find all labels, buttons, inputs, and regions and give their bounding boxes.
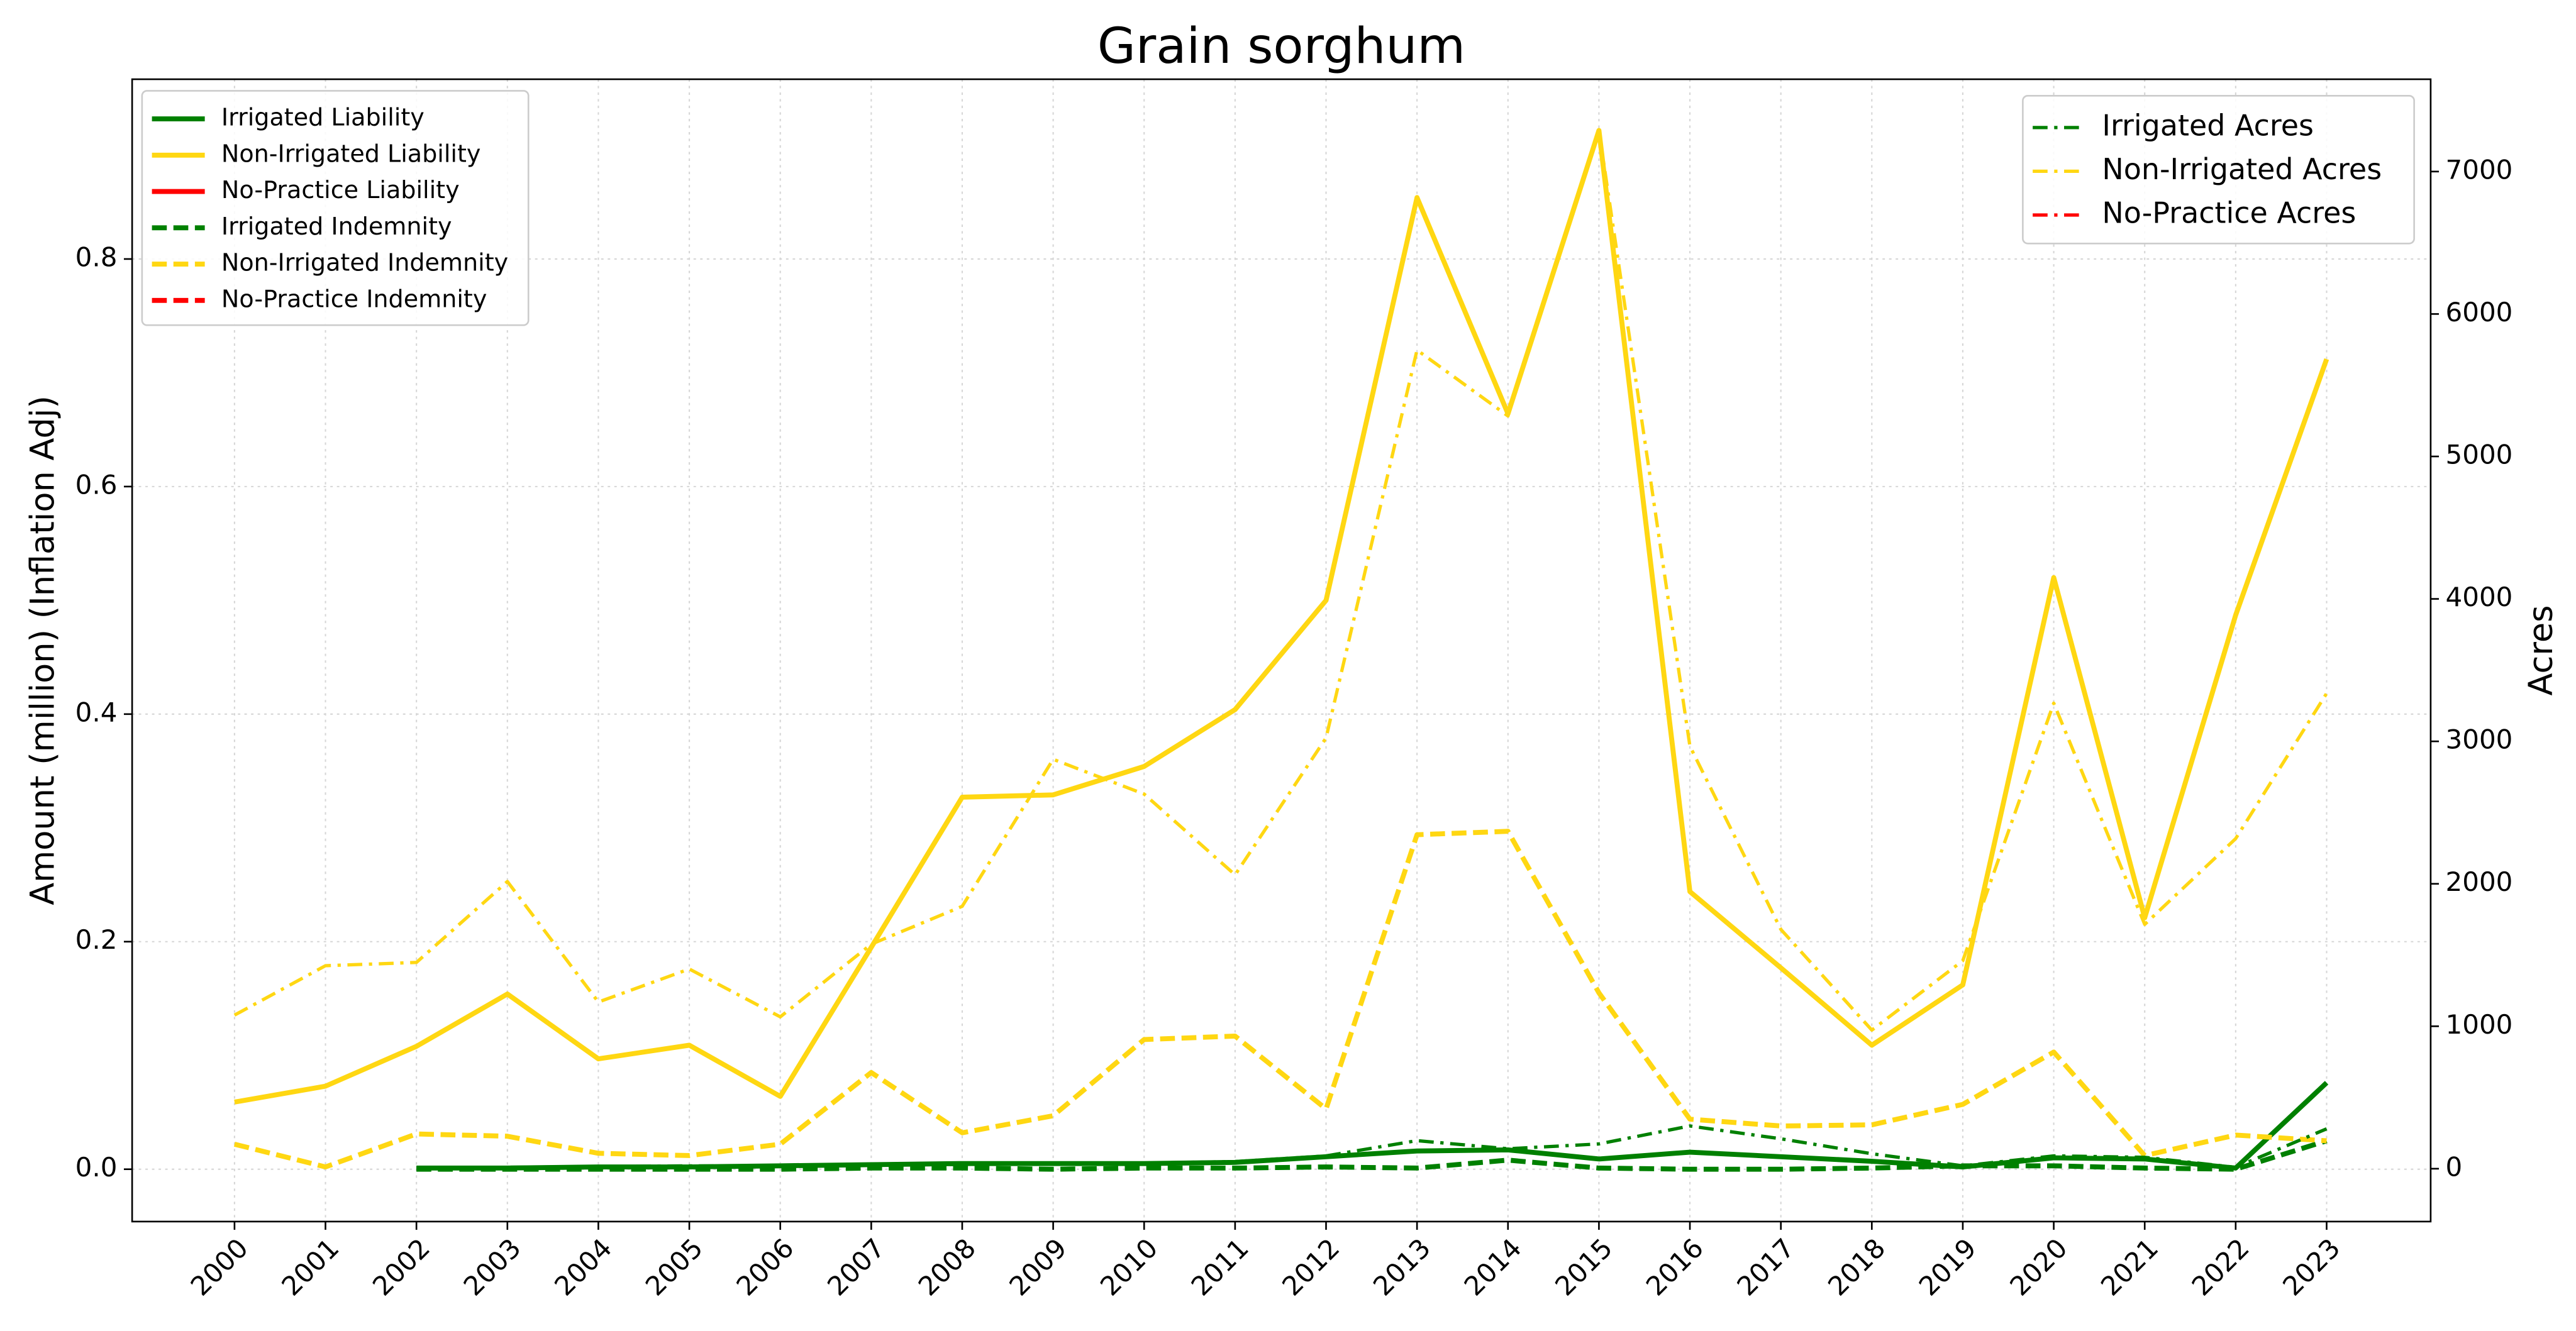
x-tick-label: 2004 [548,1232,618,1301]
x-tick-label: 2023 [2277,1232,2346,1301]
x-tick-label: 2008 [913,1232,982,1301]
legend-box [141,90,530,326]
x-tick-label: 2006 [730,1232,799,1301]
x-tick-label: 2000 [185,1232,254,1301]
series-line [234,128,2329,1105]
series-line [416,1124,2328,1170]
y2-tick-label: 3000 [2446,724,2513,755]
x-tick-label: 2017 [1731,1232,1800,1301]
x-tick-label: 2018 [1822,1232,1891,1301]
x-tick-label: 2019 [1913,1232,1982,1301]
x-tick-label: 2015 [1549,1232,1618,1301]
legend-label: No-Practice Indemnity [221,285,487,312]
x-tick-label: 2007 [821,1232,891,1301]
y2-tick-label: 4000 [2446,582,2513,612]
y-tick-label: 0.2 [75,924,118,955]
legend: Irrigated Liability Non-Irrigated Liabili… [141,90,530,326]
legend-label: No-Practice Liability [221,176,460,204]
y2-tick-label: 2000 [2446,866,2513,897]
x-tick-label: 2014 [1458,1232,1527,1301]
legend-y2: Irrigated Acres Non-Irrigated Acres No-Pra… [2022,94,2415,245]
chart-title: Grain sorghum [1097,17,1465,75]
x-tick-label: 2002 [367,1232,436,1301]
y2-axis-label: Acres [2522,605,2560,695]
x-tick-label: 2013 [1367,1232,1436,1301]
x-tick-label: 2021 [2095,1232,2164,1301]
x-tick-label: 2020 [2004,1232,2073,1301]
y2-tick-label: 5000 [2446,439,2513,470]
x-tick-label: 2010 [1094,1232,1163,1301]
x-tick-label: 2016 [1640,1232,1709,1301]
x-tick-label: 2001 [275,1232,345,1301]
legend-label: Non-Irrigated Liability [221,140,481,167]
x-tick-label: 2005 [640,1232,709,1301]
series-line [416,1138,2328,1172]
legend-label: Irrigated Acres [2102,108,2314,142]
legend-box [2022,94,2415,245]
legend-label: No-Practice Acres [2102,196,2356,229]
y-tick-label: 0.4 [75,697,118,727]
y-tick-label: 0.8 [75,241,118,272]
y2-tick-label: 6000 [2446,297,2513,328]
legend-label: Irrigated Liability [221,104,425,131]
y2-tick-label: 0 [2446,1151,2463,1182]
x-tick-label: 2011 [1185,1232,1255,1301]
y2-tick-label: 1000 [2446,1009,2513,1040]
y-axis-label: Amount (million) (Inflation Adj) [24,395,62,905]
y-tick-label: 0.6 [75,469,118,500]
y2-tick-label: 7000 [2446,154,2513,185]
legend-label: Irrigated Indemnity [221,213,452,240]
y-tick-label: 0.0 [75,1152,118,1183]
x-tick-label: 2009 [1003,1232,1072,1301]
legend-label: Non-Irrigated Indemnity [221,249,508,277]
series-line [233,829,2327,1169]
legend-label: Non-Irrigated Acres [2102,152,2382,186]
x-tick-label: 2003 [458,1232,527,1301]
x-tick-label: 2012 [1276,1232,1345,1301]
series-line [233,128,2328,1032]
x-tick-label: 2022 [2186,1232,2255,1301]
plot-frame [131,78,2432,1223]
